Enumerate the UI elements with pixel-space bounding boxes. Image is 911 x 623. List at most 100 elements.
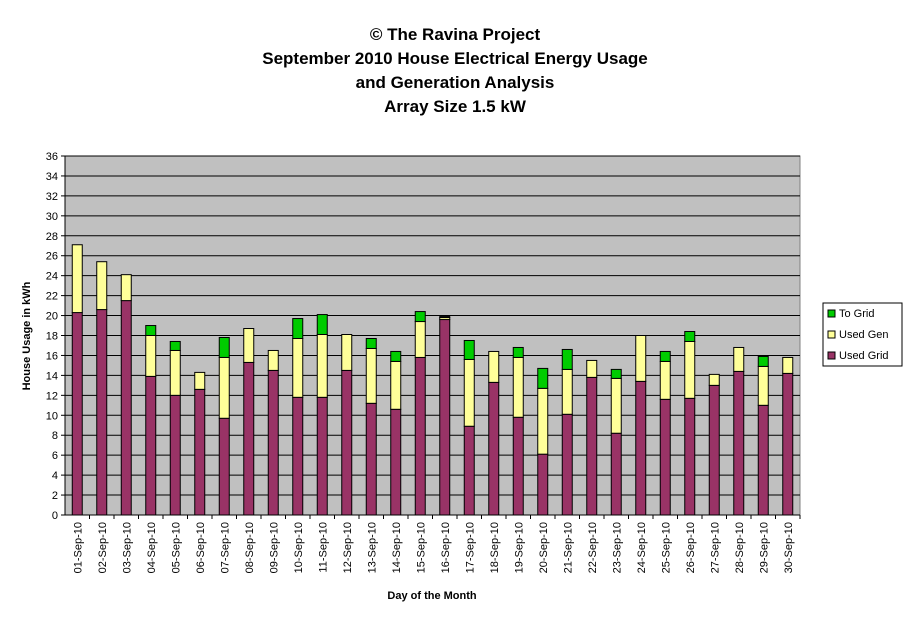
bar-used-gen [684, 340, 696, 399]
bar-to-grid [757, 355, 769, 367]
bar-used-gen [71, 244, 83, 314]
bar-used-grid [71, 312, 83, 516]
bar-to-grid [218, 336, 230, 358]
y-tick-label: 14 [46, 370, 58, 382]
bar-used-gen [169, 349, 181, 396]
bar-to-grid [439, 316, 451, 319]
bar-used-gen [537, 387, 549, 455]
bar-used-grid [120, 300, 132, 516]
legend-label-used-grid: Used Grid [839, 350, 889, 362]
x-tick-label: 26-Sep-10 [685, 522, 697, 573]
bar-to-grid [365, 337, 377, 349]
bar-to-grid [316, 314, 328, 336]
bar-used-grid [512, 416, 524, 516]
bar-used-grid [782, 372, 794, 516]
bar-used-grid [635, 380, 647, 516]
y-tick-label: 20 [46, 311, 58, 323]
y-tick-label: 0 [52, 510, 58, 522]
x-tick-label: 15-Sep-10 [415, 522, 427, 573]
x-tick-label: 14-Sep-10 [391, 522, 403, 573]
x-tick-label: 13-Sep-10 [366, 522, 378, 573]
y-tick-label: 10 [46, 410, 58, 422]
y-tick-label: 18 [46, 331, 58, 343]
bar-used-grid [586, 376, 598, 516]
x-axis-title: Day of the Month [387, 590, 476, 602]
bar-used-grid [561, 413, 573, 516]
legend-box [822, 302, 903, 367]
x-tick-label: 27-Sep-10 [709, 522, 721, 573]
bar-used-grid [537, 453, 549, 516]
bar-used-grid [341, 369, 353, 516]
x-tick-label: 18-Sep-10 [489, 522, 501, 573]
bar-used-gen [463, 358, 475, 427]
bar-to-grid [414, 311, 426, 323]
y-tick-label: 24 [46, 271, 58, 283]
y-tick-label: 2 [52, 490, 58, 502]
bar-used-gen [316, 334, 328, 398]
x-tick-label: 29-Sep-10 [758, 522, 770, 573]
x-tick-label: 22-Sep-10 [587, 522, 599, 573]
bar-used-grid [659, 398, 671, 516]
bar-used-grid [684, 397, 696, 516]
x-tick-label: 28-Sep-10 [734, 522, 746, 573]
bar-used-gen [586, 359, 598, 378]
gridlines [65, 155, 800, 496]
x-tick-label: 05-Sep-10 [170, 522, 182, 573]
bar-to-grid [561, 348, 573, 370]
y-tick-label: 8 [52, 430, 58, 442]
bar-used-gen [145, 335, 157, 377]
y-axis-title: House Usage in kWh [21, 281, 33, 390]
bar-used-gen [733, 346, 745, 372]
bar-used-grid [488, 381, 500, 516]
bar-to-grid [512, 346, 524, 358]
x-axis-ticks: 01-Sep-10 02-Sep-10 03-Sep-10 04-Sep-10 05-S… [72, 515, 801, 573]
x-tick-label: 06-Sep-10 [195, 522, 207, 573]
bar-to-grid [390, 350, 402, 362]
y-tick-label: 34 [46, 171, 58, 183]
bar-to-grid [659, 350, 671, 362]
bar-used-gen [243, 328, 255, 363]
legend-swatch-used-gen [827, 330, 836, 339]
bar-to-grid [463, 339, 475, 360]
x-tick-label: 17-Sep-10 [464, 522, 476, 573]
bar-used-gen [365, 347, 377, 404]
bar-used-gen [610, 377, 622, 434]
y-tick-label: 16 [46, 350, 58, 362]
bar-used-gen [659, 360, 671, 400]
x-tick-label: 25-Sep-10 [660, 522, 672, 573]
chart-title-line-2: September 2010 House Electrical Energy U… [262, 49, 648, 68]
x-tick-label: 19-Sep-10 [513, 522, 525, 573]
bar-used-gen [390, 360, 402, 410]
y-tick-label: 28 [46, 231, 58, 243]
bar-used-gen [414, 321, 426, 358]
bar-used-gen [120, 274, 132, 302]
x-tick-label: 30-Sep-10 [783, 522, 795, 573]
y-tick-label: 26 [46, 251, 58, 263]
bar-used-gen [267, 349, 279, 371]
bar-used-grid [390, 408, 402, 516]
x-tick-label: 01-Sep-10 [72, 522, 84, 573]
bar-used-gen [512, 356, 524, 418]
y-tick-label: 22 [46, 291, 58, 303]
legend-swatch-to-grid [827, 309, 836, 318]
bar-to-grid [292, 318, 304, 339]
bar-used-grid [292, 396, 304, 516]
bar-used-grid [169, 394, 181, 516]
x-tick-label: 21-Sep-10 [562, 522, 574, 573]
chart-title: © The Ravina Project September 2010 Hous… [262, 25, 648, 116]
bar-used-gen [292, 337, 304, 398]
x-tick-label: 04-Sep-10 [146, 522, 158, 573]
bar-to-grid [537, 367, 549, 389]
bar-used-gen [488, 350, 500, 383]
bar-used-grid [757, 404, 769, 516]
bar-to-grid [610, 368, 622, 379]
x-tick-label: 23-Sep-10 [611, 522, 623, 573]
bar-used-gen [218, 356, 230, 419]
bar-used-grid [733, 370, 745, 516]
y-tick-label: 12 [46, 390, 58, 402]
x-tick-label: 20-Sep-10 [538, 522, 550, 573]
bar-used-gen [757, 365, 769, 406]
bar-used-grid [708, 384, 720, 516]
